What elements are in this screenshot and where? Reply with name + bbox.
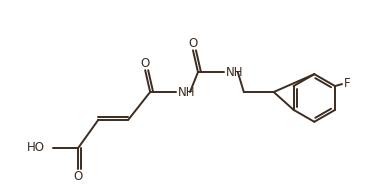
Text: O: O (189, 37, 198, 50)
Text: HO: HO (26, 141, 45, 154)
Text: F: F (344, 77, 350, 90)
Text: O: O (74, 170, 83, 183)
Text: NH: NH (178, 85, 195, 98)
Text: O: O (141, 57, 150, 70)
Text: NH: NH (226, 66, 243, 79)
